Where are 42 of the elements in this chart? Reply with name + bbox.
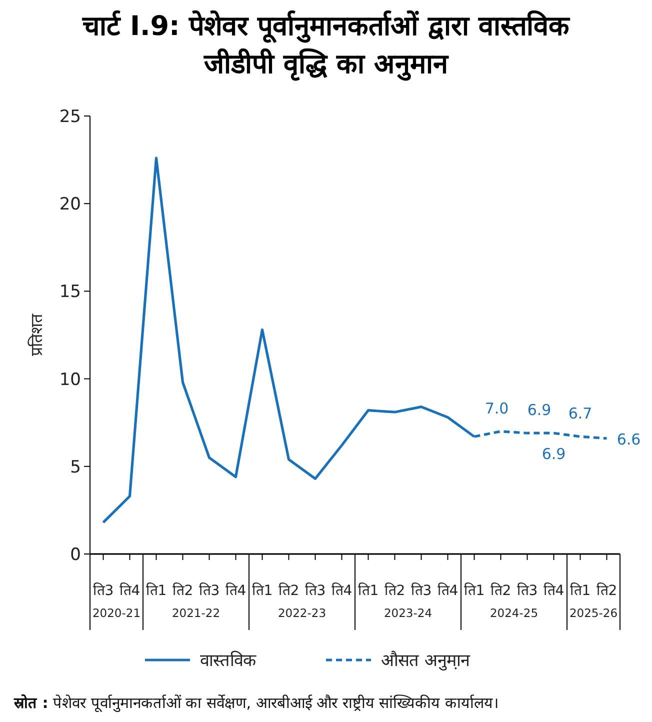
x-tick-label: ति2	[490, 582, 512, 599]
data-label: 6.9	[527, 401, 552, 420]
x-tick-label: ति1	[570, 582, 591, 599]
text: 2025-26	[569, 606, 618, 620]
x-tick-label: ति1	[252, 582, 273, 599]
x-tick-label: ति1	[358, 582, 379, 599]
y-tick-label: 10	[59, 370, 81, 390]
x-tick-label: ति1	[464, 582, 485, 599]
data-label: 7.0	[484, 399, 509, 418]
text: 2024-25	[490, 606, 538, 620]
data-label: 6.7	[568, 404, 592, 423]
legend-label: वास्तविक	[200, 650, 257, 671]
x-tick-label: ति4	[225, 582, 246, 599]
y-tick-label: 20	[59, 194, 81, 215]
x-tick-label: ति4	[543, 582, 564, 599]
text: 2022-23	[278, 606, 326, 620]
text: स्रोत : पेशेवर पूर्वानुमानकर्ताओं का सर्वेक्षण, आरबीआई और राष्ट्रीय सांख्यिकीय कार्यालय।	[13, 694, 499, 713]
chart-title: चार्ट I.9: पेशेवर पूर्वानुमानकर्ताओं द्वारा वास्तविक जीडीपी वृद्धि का अनुमान	[81, 9, 572, 83]
x-tick-label: ति3	[516, 582, 538, 599]
x-tick-label: ति3	[304, 582, 326, 599]
x-tick-label: ति3	[410, 582, 432, 599]
y-tick-label: 5	[70, 457, 81, 478]
x-tick-label: ति2	[596, 582, 618, 599]
x-tick-label: ति4	[119, 582, 140, 599]
y-tick-label: 15	[59, 282, 81, 302]
x-tick-label: ति4	[437, 582, 458, 599]
x-tick-label: ति1	[146, 582, 167, 599]
x-tick-label: ति2	[278, 582, 300, 599]
y-tick-label: 25	[59, 107, 81, 127]
text: 2021-22	[172, 606, 220, 620]
legend-label: औसत अनुमा़न	[381, 650, 470, 671]
x-tick-label: ति3	[198, 582, 220, 599]
x-tick-label: ति3	[92, 582, 114, 599]
text: 2020-21	[92, 606, 141, 620]
data-label: 6.9	[542, 445, 566, 464]
x-tick-label: ति4	[331, 582, 352, 599]
x-tick-label: ति2	[384, 582, 406, 599]
text: 2023-24	[384, 606, 432, 620]
y-tick-label: 0	[70, 545, 81, 565]
x-tick-label: ति2	[172, 582, 194, 599]
data-label: 6.6	[616, 430, 641, 448]
y-axis-title: प्रतिशत	[27, 313, 46, 356]
